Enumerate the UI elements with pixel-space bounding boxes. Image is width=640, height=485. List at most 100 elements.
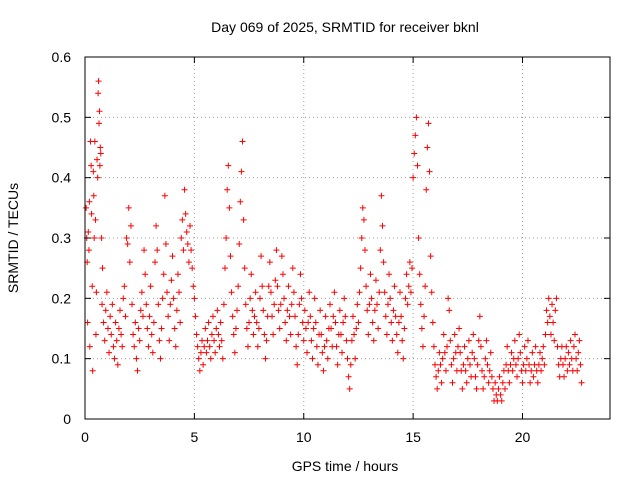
- data-point: [265, 283, 272, 290]
- y-axis-label: SRMTID / TECUs: [5, 183, 21, 293]
- x-tick-label: 5: [190, 429, 198, 445]
- data-point: [427, 253, 434, 260]
- data-point: [577, 361, 584, 368]
- data-point: [382, 313, 389, 320]
- data-point: [400, 355, 407, 362]
- data-point: [213, 325, 220, 332]
- data-point: [390, 307, 397, 314]
- data-point: [437, 361, 444, 368]
- data-point: [203, 349, 210, 356]
- data-point: [208, 331, 215, 338]
- data-point: [330, 313, 337, 320]
- data-point: [109, 301, 116, 308]
- data-point: [207, 355, 214, 362]
- data-point: [426, 168, 433, 175]
- data-point: [570, 343, 577, 350]
- data-point: [444, 343, 451, 350]
- data-point: [519, 379, 526, 386]
- data-point: [251, 313, 258, 320]
- data-point: [243, 325, 250, 332]
- data-point: [120, 295, 127, 302]
- data-point: [95, 78, 102, 85]
- data-point: [547, 331, 554, 338]
- data-point: [347, 361, 354, 368]
- data-point: [156, 337, 163, 344]
- data-point: [106, 349, 113, 356]
- data-point: [88, 162, 95, 169]
- data-point: [532, 343, 539, 350]
- data-point: [99, 301, 106, 308]
- data-point: [516, 331, 523, 338]
- data-point: [341, 295, 348, 302]
- data-point: [278, 253, 285, 260]
- data-point: [255, 325, 262, 332]
- data-point: [91, 138, 98, 145]
- data-point: [218, 337, 225, 344]
- data-point: [551, 337, 558, 344]
- data-point: [497, 391, 504, 398]
- data-point: [214, 307, 221, 314]
- data-point: [449, 379, 456, 386]
- data-point: [153, 222, 160, 229]
- data-point: [530, 373, 537, 380]
- data-point: [480, 385, 487, 392]
- data-point: [242, 301, 249, 308]
- data-point: [409, 265, 416, 272]
- data-point: [467, 361, 473, 368]
- data-point: [308, 337, 315, 344]
- data-point: [222, 265, 228, 272]
- data-point: [154, 247, 161, 254]
- data-point: [313, 343, 320, 350]
- data-point: [457, 349, 464, 356]
- data-point: [227, 253, 234, 260]
- data-point: [86, 343, 93, 350]
- data-point: [439, 355, 446, 362]
- data-point: [224, 186, 231, 193]
- data-point: [535, 361, 542, 368]
- data-point: [168, 277, 175, 284]
- data-point: [398, 313, 405, 320]
- data-point: [561, 373, 568, 380]
- data-point: [288, 301, 295, 308]
- data-point: [404, 301, 411, 308]
- data-point: [372, 277, 379, 284]
- data-point: [273, 247, 280, 254]
- data-point: [258, 253, 265, 260]
- data-point: [320, 367, 327, 374]
- data-point: [234, 307, 241, 314]
- data-point: [399, 337, 406, 344]
- data-point: [103, 289, 110, 296]
- data-point: [402, 295, 409, 302]
- data-point: [149, 349, 156, 356]
- data-point: [282, 319, 289, 326]
- data-point: [429, 319, 436, 326]
- data-point: [434, 385, 441, 392]
- data-point: [540, 343, 547, 350]
- data-point: [276, 325, 283, 332]
- x-tick-label: 20: [515, 429, 531, 445]
- data-point: [412, 132, 419, 139]
- data-point: [239, 138, 246, 145]
- data-point: [174, 271, 181, 278]
- data-point: [566, 361, 573, 368]
- data-point: [211, 337, 218, 344]
- data-point: [487, 349, 494, 356]
- data-point: [507, 361, 514, 368]
- data-point: [314, 361, 321, 368]
- data-point: [469, 349, 476, 356]
- data-point: [405, 283, 412, 290]
- data-point: [85, 228, 92, 235]
- data-point: [189, 265, 196, 272]
- data-point: [100, 319, 107, 326]
- data-point: [99, 265, 106, 272]
- data-point: [141, 247, 148, 254]
- data-point: [295, 331, 302, 338]
- data-point: [349, 313, 356, 320]
- data-point: [470, 331, 477, 338]
- data-point: [391, 283, 398, 290]
- data-point: [197, 349, 204, 356]
- data-point: [240, 216, 247, 223]
- data-point: [296, 301, 303, 308]
- data-point: [407, 289, 414, 296]
